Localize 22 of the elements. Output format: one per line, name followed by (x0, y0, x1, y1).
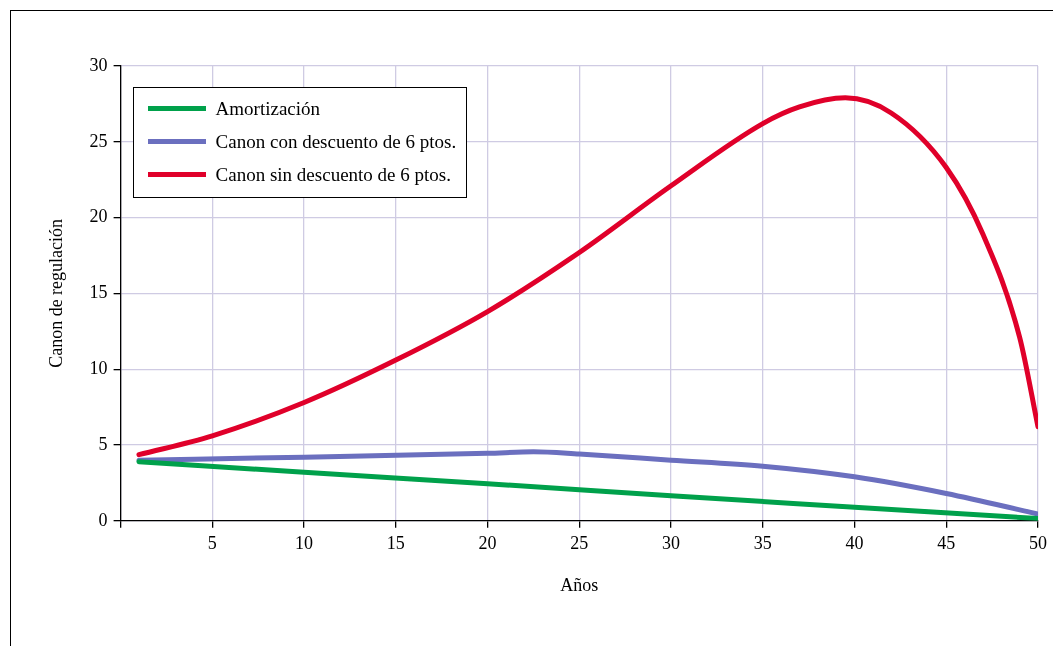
x-tick-label: 30 (662, 533, 681, 554)
x-tick-label: 5 (207, 533, 217, 554)
y-tick-label: 5 (98, 433, 108, 454)
x-tick-label: 15 (386, 533, 405, 554)
y-tick-label: 10 (89, 357, 108, 378)
y-tick-label: 0 (98, 509, 108, 530)
x-tick-label: 40 (845, 533, 864, 554)
y-axis-title: Canon de regulación (45, 218, 66, 368)
legend-label: Canon sin descuento de 6 ptos. (215, 163, 451, 186)
x-tick-label: 35 (753, 533, 772, 554)
x-tick-label: 45 (937, 533, 956, 554)
x-tick-label: 50 (1029, 533, 1047, 554)
y-tick-label: 15 (89, 282, 108, 303)
y-tick-label: 25 (89, 130, 108, 151)
legend-label: Canon con descuento de 6 ptos. (215, 130, 457, 153)
y-tick-label: 20 (89, 206, 108, 227)
x-tick-label: 10 (295, 533, 314, 554)
x-tick-label: 25 (570, 533, 589, 554)
y-tick-label: 30 (89, 54, 108, 75)
legend-label: Amortización (215, 97, 321, 120)
x-tick-label: 20 (478, 533, 497, 554)
x-axis-title: Años (560, 574, 599, 595)
